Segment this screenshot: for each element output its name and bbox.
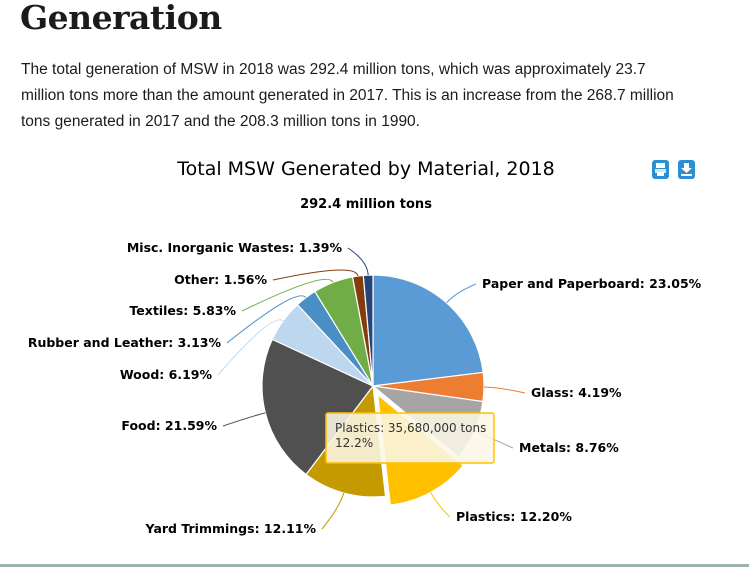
print-button[interactable] bbox=[652, 160, 669, 179]
connector-line bbox=[483, 386, 526, 394]
connector-line bbox=[222, 412, 266, 427]
chart-title: Total MSW Generated by Material, 2018 bbox=[176, 158, 555, 180]
slice-label: Rubber and Leather: 3.13% bbox=[28, 335, 222, 350]
tooltip-box bbox=[325, 412, 495, 464]
slice-label: Yard Trimmings: 12.11% bbox=[145, 521, 317, 536]
slice-labels: Paper and Paperboard: 23.05% Glass: 4.19%… bbox=[28, 240, 702, 536]
connector-line bbox=[347, 247, 369, 276]
slice-label: Plastics: 12.20% bbox=[456, 509, 572, 524]
paragraph-line: million tons more than the amount genera… bbox=[21, 87, 674, 104]
connector-line bbox=[321, 492, 345, 530]
pie-slices bbox=[261, 274, 485, 506]
tooltip: Plastics: 35,680,000 tons 12.2% bbox=[325, 412, 495, 464]
bottom-divider bbox=[0, 564, 749, 567]
paragraph-line: The total generation of MSW in 2018 was … bbox=[21, 61, 646, 78]
print-icon-body bbox=[655, 169, 666, 173]
slice-label: Wood: 6.19% bbox=[120, 367, 213, 382]
print-icon-paper bbox=[656, 163, 665, 168]
slice-label: Paper and Paperboard: 23.05% bbox=[482, 276, 702, 291]
tooltip-line2: 12.2% bbox=[335, 436, 373, 450]
download-icon-arrow bbox=[681, 163, 692, 173]
section-paragraph: The total generation of MSW in 2018 was … bbox=[21, 57, 721, 135]
label-connectors bbox=[217, 247, 526, 530]
slice-label: Other: 1.56% bbox=[174, 272, 267, 287]
tooltip-line1: Plastics: 35,680,000 tons bbox=[335, 421, 486, 435]
download-button[interactable] bbox=[678, 160, 695, 179]
paragraph-line: tons generated in 2017 and the 208.3 mil… bbox=[21, 113, 420, 130]
pie-slice-paper-and-paperboard[interactable] bbox=[372, 274, 484, 387]
connector-line bbox=[446, 283, 477, 304]
slice-label: Textiles: 5.83% bbox=[129, 303, 236, 318]
connector-line bbox=[217, 319, 284, 376]
slice-label: Metals: 8.76% bbox=[519, 440, 619, 455]
connector-line bbox=[272, 269, 359, 281]
download-icon-tray bbox=[681, 174, 692, 176]
section-heading: Generation bbox=[20, 0, 222, 37]
connector-line bbox=[241, 278, 334, 312]
pie-chart: Total MSW Generated by Material, 2018 29… bbox=[28, 158, 702, 536]
slice-label: Glass: 4.19% bbox=[531, 385, 622, 400]
connector-line bbox=[430, 492, 451, 518]
chart-subtitle: 292.4 million tons bbox=[300, 197, 432, 212]
slice-label: Misc. Inorganic Wastes: 1.39% bbox=[127, 240, 343, 255]
connector-line bbox=[226, 295, 307, 344]
slice-label: Food: 21.59% bbox=[121, 418, 217, 433]
print-icon-output bbox=[657, 172, 664, 176]
